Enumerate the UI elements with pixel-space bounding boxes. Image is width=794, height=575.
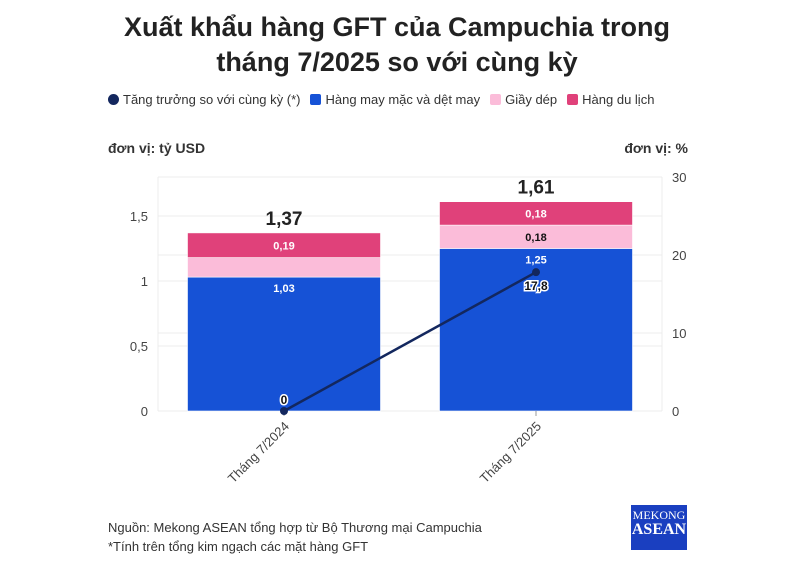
right-axis-unit: đơn vị: % (624, 140, 688, 156)
legend-swatch (490, 94, 502, 105)
left-tick-label: 0,5 (130, 339, 148, 354)
x-tick-label: Tháng 7/2025 (477, 419, 544, 486)
total-label: 1,61 (518, 178, 555, 199)
bar-data-label: 1,03 (273, 283, 294, 295)
growth-point (280, 407, 288, 415)
source-note: Nguồn: Mekong ASEAN tổng hợp từ Bộ Thươn… (108, 520, 482, 535)
legend-item: Hàng du lịch (567, 92, 654, 107)
legend: Tăng trưởng so với cùng kỳ (*) Hàng may … (108, 92, 654, 107)
total-label: 1,37 (266, 209, 303, 230)
left-tick-label: 0 (141, 404, 148, 419)
right-tick-label: 30 (672, 170, 686, 185)
legend-label: Giầy dép (505, 92, 558, 107)
legend-swatch (108, 94, 119, 105)
bar-data-label: 0,18 (525, 232, 546, 244)
bar-data-label: 0,19 (273, 240, 294, 252)
footnote: *Tính trên tổng kim ngạch các mặt hàng G… (108, 539, 369, 554)
bar-segment (187, 276, 381, 412)
legend-item: Hàng may mặc và dệt may (310, 92, 480, 107)
bar-segment (187, 232, 381, 258)
legend-swatch (310, 94, 322, 105)
chart-title: Xuất khẩu hàng GFT của Campuchia trong th… (0, 10, 794, 80)
title-line-1: Xuất khẩu hàng GFT của Campuchia trong (123, 12, 671, 42)
left-tick-label: 1 (141, 274, 148, 289)
bar-data-label: 1,25 (525, 255, 546, 267)
legend-item: Giầy dép (490, 92, 557, 107)
legend-label: Hàng du lịch (582, 92, 655, 107)
legend-item: Tăng trưởng so với cùng kỳ (*) (108, 92, 300, 107)
legend-label: Tăng trưởng so với cùng kỳ (*) (123, 92, 301, 107)
legend-label: Hàng may mặc và dệt may (325, 92, 481, 107)
legend-swatch (567, 94, 579, 105)
right-tick-label: 0 (672, 404, 679, 419)
bar-data-label: 0,18 (525, 208, 546, 220)
mekong-asean-logo: MEKONG ASEAN (631, 505, 687, 550)
title-line-2: tháng 7/2025 so với cùng kỳ (216, 47, 578, 77)
bar-segment (439, 201, 633, 226)
growth-line (283, 271, 537, 413)
growth-label: 17,8 (524, 279, 548, 293)
x-tick-label: Tháng 7/2024 (225, 419, 292, 486)
left-axis-unit: đơn vị: tỷ USD (108, 140, 206, 156)
right-tick-label: 10 (672, 326, 686, 341)
left-tick-label: 1,5 (130, 209, 148, 224)
growth-point (532, 268, 540, 277)
right-tick-label: 20 (672, 248, 686, 263)
growth-label: 0 (281, 393, 288, 407)
bar-segment (187, 257, 381, 278)
